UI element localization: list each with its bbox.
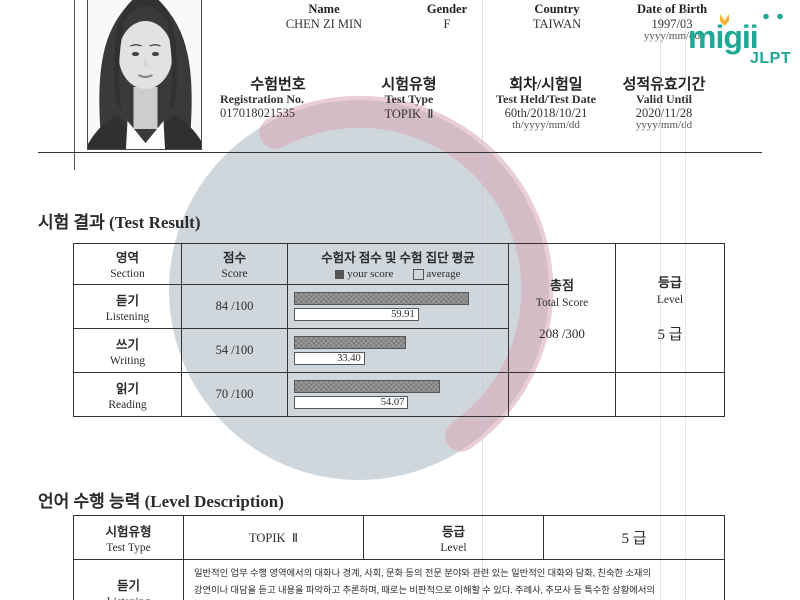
svg-text:migii: migii	[688, 19, 758, 55]
svg-text:JLPT: JLPT	[750, 50, 791, 66]
